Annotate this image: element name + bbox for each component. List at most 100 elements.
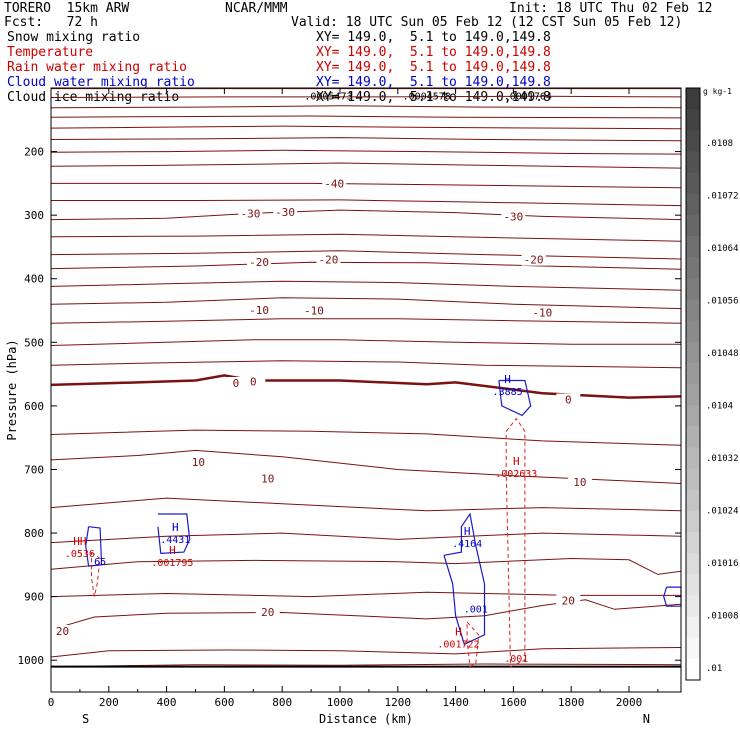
maximum-value: .001: [504, 654, 528, 665]
isotherm-contour: [50, 261, 682, 270]
x-tick-label: 400: [157, 696, 177, 709]
colorbar-swatch: [686, 109, 700, 131]
field-xy-cloud-ice: XY= 149.0, 5.1 to 149.0,149.8: [316, 90, 551, 105]
contour-label-bg: [322, 177, 347, 190]
temperature-label: 20: [261, 606, 274, 619]
maximum-mark: H: [513, 455, 520, 468]
field-xy-snow: XY= 149.0, 5.1 to 149.0,149.8: [316, 30, 551, 45]
maximum-mark: H: [464, 525, 471, 538]
isotherm-contour: [50, 497, 682, 512]
contour-label-bg: [247, 303, 272, 316]
y-tick-label: 500: [24, 336, 44, 349]
colorbar-swatch: [686, 489, 700, 512]
temperature-label: -40: [324, 177, 344, 190]
colorbar-swatch: [686, 236, 700, 258]
isotherm-contour: [50, 339, 681, 346]
contour-label-bg: [501, 210, 526, 223]
y-axis-title: Pressure (hPa): [5, 339, 19, 440]
isotherm-contour: [50, 557, 682, 575]
field-xy-cloud-water: XY= 149.0, 5.1 to 149.0,149.8: [316, 75, 551, 90]
cloud-water-contour: [443, 512, 486, 646]
temperature-label: -20: [318, 254, 338, 267]
contour-label-bg: [316, 253, 341, 266]
x-tick-label: 1800: [558, 696, 585, 709]
field-name-rain: Rain water mixing ratio: [7, 60, 188, 75]
colorbar-label: .01064: [706, 244, 739, 254]
colorbar-swatch: [686, 257, 700, 279]
temperature-label: 0: [565, 394, 572, 407]
colorbar-swatch: [686, 362, 700, 385]
colorbar-frame: [685, 87, 701, 681]
contour-label-layer: .0005473 .0004578 .0001764 -40 -30 -30 -30 -20 -…: [50, 91, 592, 665]
contour-label-bg: [273, 205, 298, 218]
x-tick-label: 2000: [616, 696, 643, 709]
rain-water-contour: [505, 417, 526, 668]
colorbar: g kg-1 .0108 .01072 .01064 .01056 .01048 .0104…: [685, 87, 739, 681]
colorbar-swatch: [686, 172, 700, 195]
x-axis-title: Distance (km): [319, 712, 413, 726]
temperature-label: -20: [249, 256, 269, 269]
y-tick-label: 900: [24, 591, 44, 604]
field-name-snow: Snow mixing ratio: [7, 30, 141, 45]
plot-frame: [50, 87, 682, 693]
y-tick-label: 300: [24, 209, 44, 222]
maximum-mark: H: [504, 373, 511, 386]
colorbar-swatch: [686, 468, 700, 491]
contour-layer: [50, 88, 682, 668]
x-tick-label: 0: [48, 696, 55, 709]
isotherm-contour: [50, 125, 682, 130]
y-tick-label: 1000: [18, 654, 45, 667]
isotherm-contour: [50, 532, 682, 544]
isotherm-contour: [51, 199, 682, 207]
colorbar-label: .0108: [706, 139, 733, 149]
contour-label-bg: [186, 455, 211, 468]
top-value-label: .0005473: [304, 91, 352, 102]
colorbar-label: .01: [706, 664, 722, 674]
maximum-value: .002633: [495, 469, 537, 480]
colorbar-swatch: [686, 384, 700, 406]
temperature-label: 0: [233, 377, 240, 390]
temperature-label: -30: [503, 210, 523, 223]
colorbar-swatch: [686, 637, 700, 660]
isotherm-contour: [50, 233, 682, 242]
colorbar-swatch: [686, 616, 700, 639]
colorbar-swatch: [686, 278, 700, 300]
colorbar-swatch: [686, 595, 700, 618]
isotherm-contour: [50, 663, 682, 668]
maximum-value: .001: [464, 605, 488, 616]
isotherm-contour: [50, 250, 682, 260]
x-tick-label: 1400: [442, 696, 469, 709]
temperature-label: 10: [192, 456, 205, 469]
colorbar-label: .01072: [706, 192, 739, 202]
maximum-value: .4431: [160, 535, 190, 546]
field-xy-rain: XY= 149.0, 5.1 to 149.0,149.8: [316, 60, 551, 75]
temperature-label: -30: [240, 207, 260, 220]
isotherm-contour: [50, 449, 682, 484]
colorbar-swatch: [686, 405, 700, 427]
colorbar-label: .01032: [706, 454, 739, 464]
y-tick-label: 400: [24, 273, 44, 286]
colorbar-label: .01024: [706, 507, 739, 517]
isotherm-contour: [51, 182, 682, 189]
temperature-label: -20: [524, 254, 544, 267]
isotherm-contour: [50, 599, 682, 631]
temperature-label: -10: [249, 304, 269, 317]
contour-label-bg: [247, 256, 272, 269]
top-value-label: .0001764: [504, 91, 552, 102]
maximum-value: .3885: [493, 387, 523, 398]
y-tick-label: 200: [24, 146, 44, 159]
isotherm-contour: [50, 429, 682, 446]
colorbar-label: .01048: [706, 349, 739, 359]
field-xy-temperature: XY= 149.0, 5.1 to 149.0,149.8: [316, 45, 551, 60]
isotherm-contour: [50, 95, 682, 98]
maximum-mark: HH: [73, 535, 86, 548]
colorbar-swatch: [686, 214, 700, 237]
init-time: Init: 18 UTC Thu 02 Feb 12: [509, 1, 713, 16]
isotherm-contour: [50, 647, 682, 658]
maximum-value: .001722: [437, 639, 479, 650]
axes-layer: 0 200 400 600 800 1000 1200 1400 1600 1800 2000200…: [5, 87, 682, 726]
colorbar-swatch: [686, 510, 700, 533]
field-name-cloud-water: Cloud water mixing ratio: [7, 75, 195, 90]
isotherm-contour: [50, 115, 682, 119]
field-name-temperature: Temperature: [7, 45, 94, 60]
